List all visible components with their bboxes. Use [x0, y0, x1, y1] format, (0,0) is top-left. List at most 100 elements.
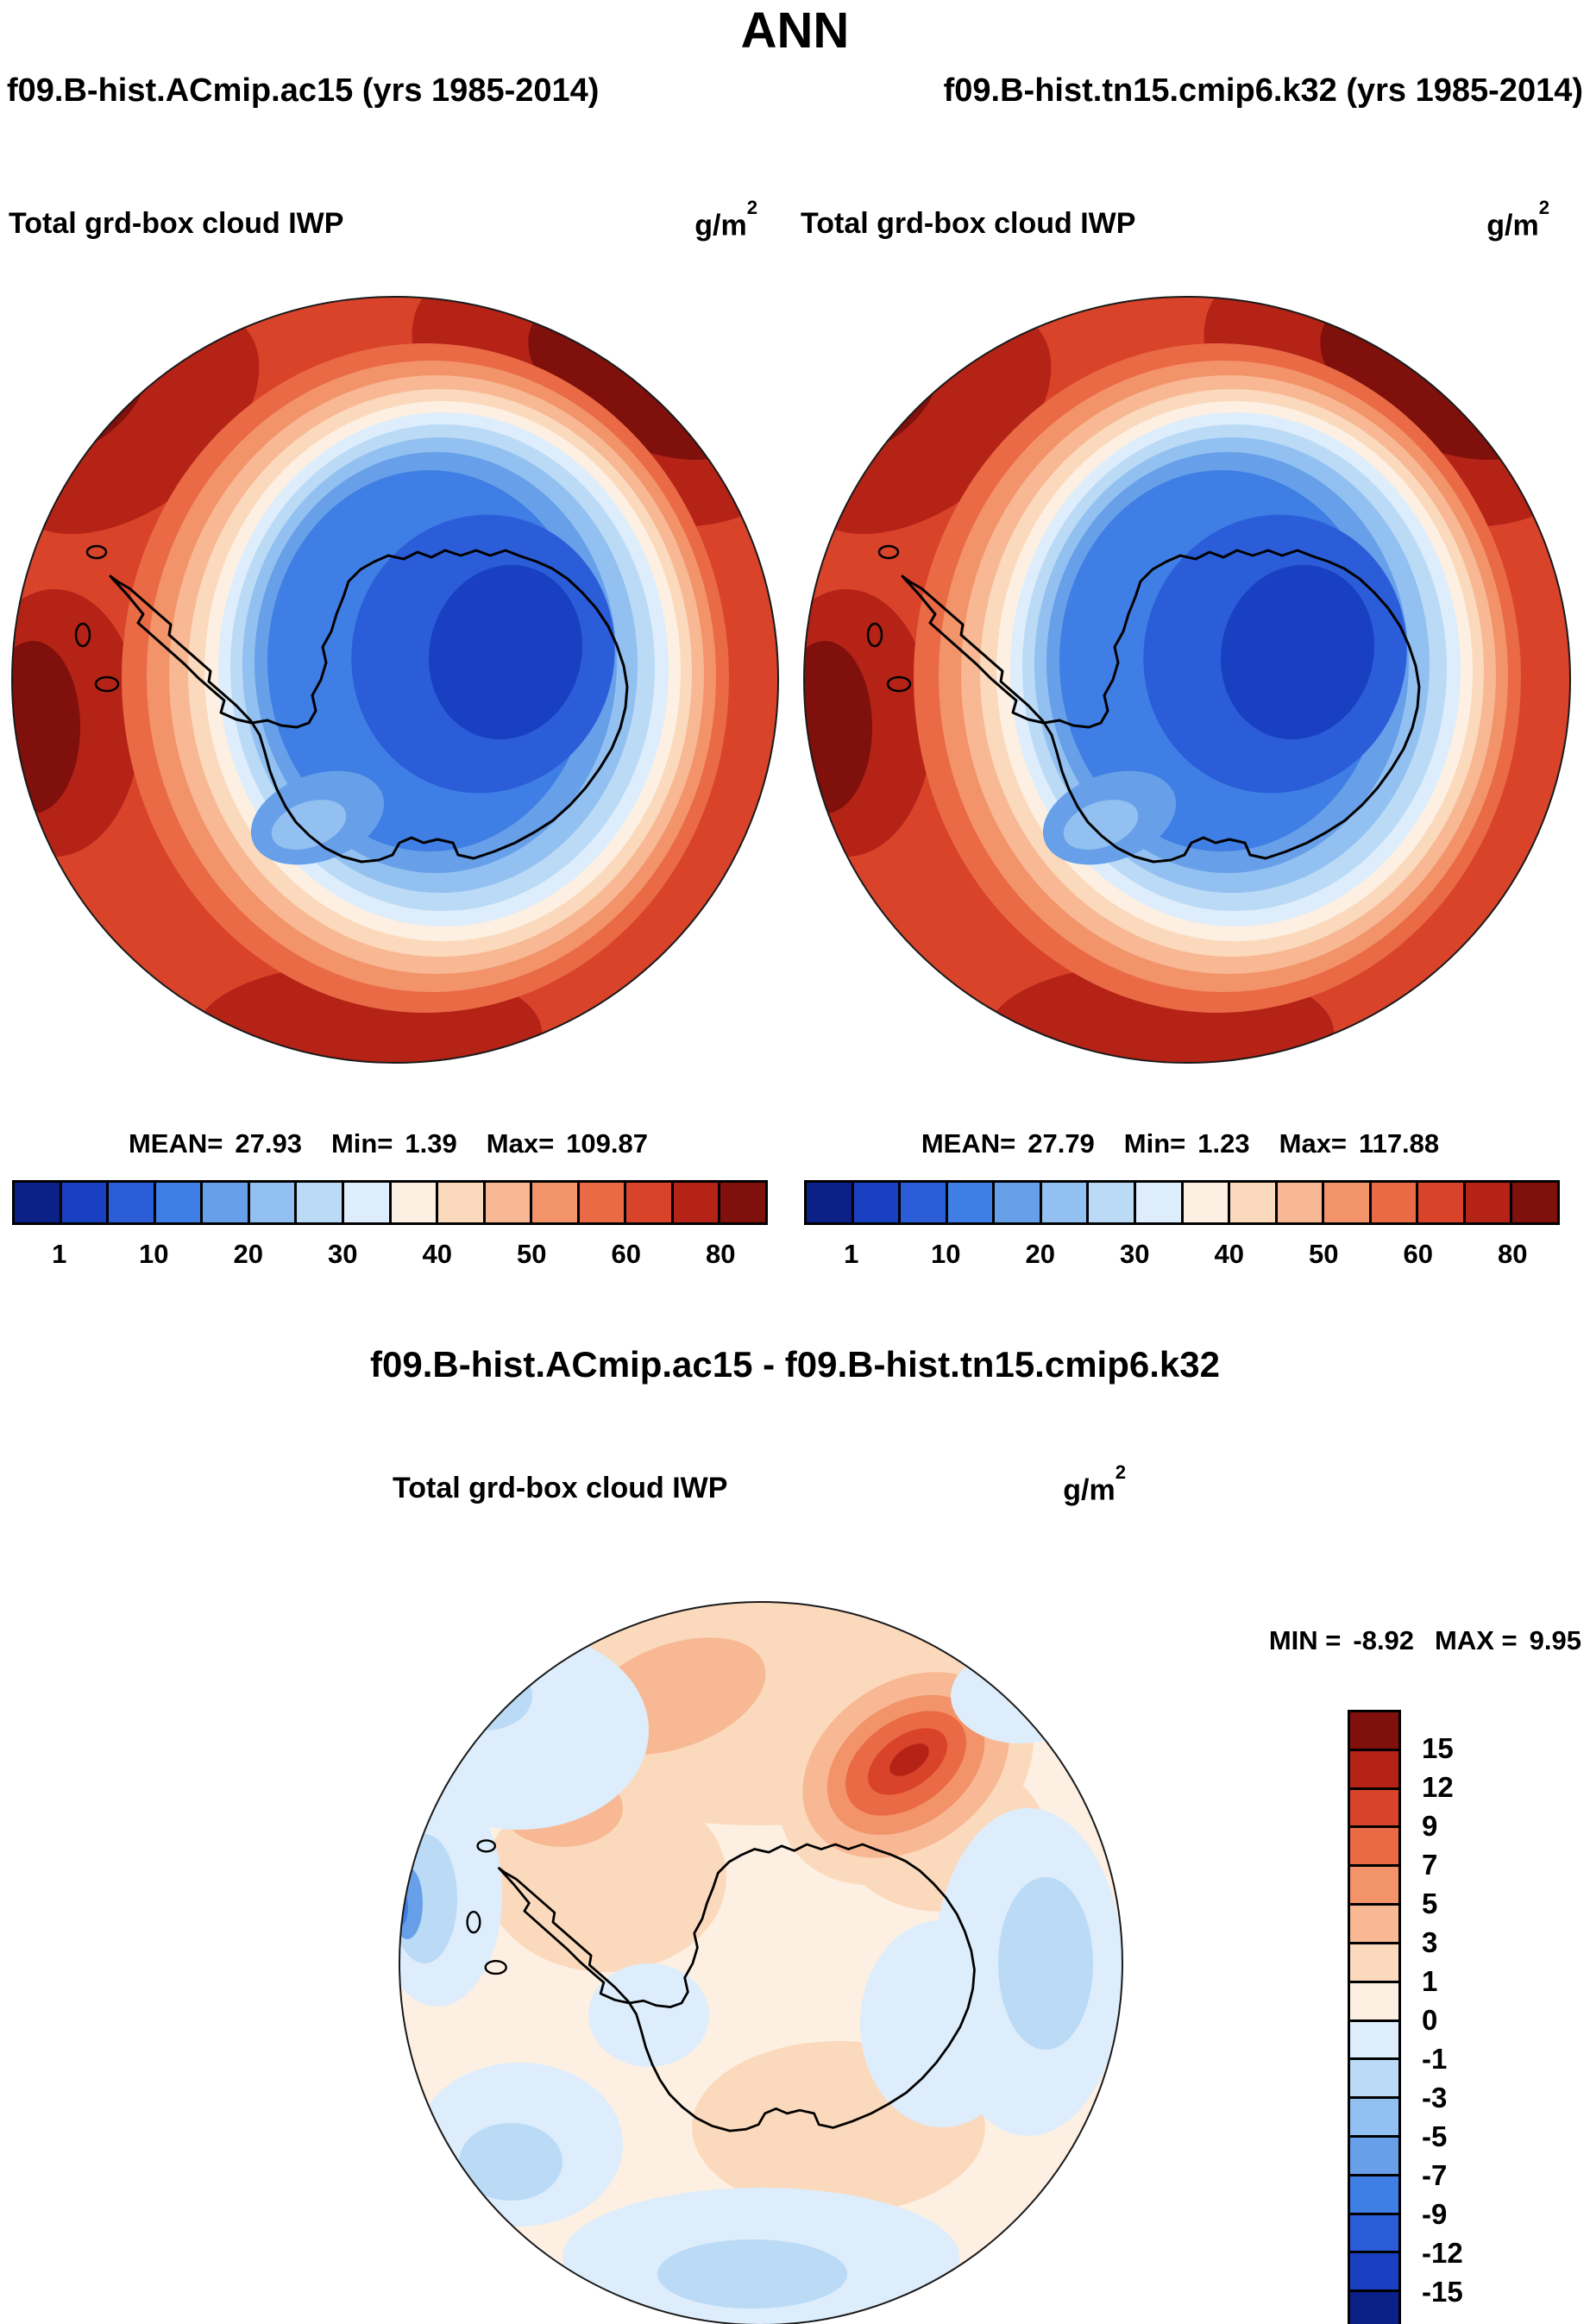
colorbar-tick-label: 15: [1422, 1732, 1454, 1764]
diff-map: [399, 1601, 1123, 2324]
colorbar-segment: [1350, 2214, 1398, 2254]
colorbar-tick-label: -1: [1422, 2043, 1448, 2075]
colorbar-segment: [626, 1183, 674, 1222]
left-field-row: Total grd-box cloud IWP g/m2: [9, 196, 757, 242]
colorbar-tick-label: -9: [1422, 2198, 1448, 2230]
colorbar-tick-label: 50: [517, 1239, 547, 1269]
colorbar-segment: [1350, 2253, 1398, 2293]
right-colorbar-ticks: 1 10 20 30 40 50 60 80: [804, 1239, 1560, 1270]
colorbar-segment: [1512, 1183, 1557, 1222]
colorbar-segment: [155, 1183, 204, 1222]
right-colorbar: [804, 1180, 1560, 1225]
colorbar-segment: [297, 1183, 344, 1222]
colorbar-tick-label: 10: [931, 1239, 961, 1269]
colorbar-segment: [1324, 1183, 1372, 1222]
colorbar-segment: [1350, 1712, 1398, 1751]
colorbar-segment: [853, 1183, 902, 1222]
colorbar-tick-label: 9: [1422, 1810, 1438, 1842]
colorbar-tick-label: 10: [139, 1239, 169, 1269]
colorbar-segment: [1350, 2176, 1398, 2215]
colorbar-tick-label: -15: [1422, 2276, 1463, 2308]
colorbar-tick-label: 1: [844, 1239, 859, 1269]
diff-colorbar-labels: 15 12 9 7 5 3 1 0 -1 -3 -5 -7 -9 -12 -15: [1422, 1733, 1463, 2308]
colorbar-segment: [438, 1183, 486, 1222]
colorbar-segment: [1465, 1183, 1513, 1222]
colorbar-segment: [1183, 1183, 1231, 1222]
colorbar-segment: [1277, 1183, 1325, 1222]
page-title: ANN: [740, 3, 850, 59]
left-map-stats: MEAN= 27.93 Min= 1.39 Max= 109.87: [128, 1128, 649, 1159]
right-map-stats: MEAN= 27.79 Min= 1.23 Max= 117.88: [921, 1128, 1440, 1159]
colorbar-segment: [1350, 2137, 1398, 2176]
colorbar-tick-label: 50: [1309, 1239, 1339, 1269]
colorbar-tick-label: 1: [52, 1239, 67, 1269]
colorbar-tick-label: 12: [1422, 1771, 1454, 1803]
colorbar-segment: [485, 1183, 533, 1222]
colorbar-segment: [1350, 1944, 1398, 1983]
colorbar-segment: [249, 1183, 298, 1222]
colorbar-segment: [579, 1183, 627, 1222]
left-field-label: Total grd-box cloud IWP: [9, 207, 344, 240]
colorbar-tick-label: 20: [233, 1239, 263, 1269]
colorbar-segment: [1350, 1982, 1398, 2022]
colorbar-segment: [1089, 1183, 1136, 1222]
colorbar-tick-label: 30: [328, 1239, 358, 1269]
colorbar-tick-label: -12: [1422, 2237, 1463, 2269]
right-units-label: g/m2: [1486, 196, 1549, 242]
colorbar-segment: [1041, 1183, 1090, 1222]
colorbar-segment: [1135, 1183, 1184, 1222]
colorbar-tick-label: -7: [1422, 2159, 1448, 2191]
left-colorbar: [12, 1180, 768, 1225]
right-case-title: f09.B-hist.tn15.cmip6.k32 (yrs 1985-2014…: [943, 72, 1583, 109]
diff-field-label: Total grd-box cloud IWP: [393, 1472, 728, 1504]
colorbar-segment: [391, 1183, 439, 1222]
colorbar-segment: [1230, 1183, 1278, 1222]
colorbar-segment: [1350, 2021, 1398, 2061]
colorbar-segment: [673, 1183, 721, 1222]
left-map: [7, 292, 783, 1068]
left-case-title: f09.B-hist.ACmip.ac15 (yrs 1985-2014): [7, 72, 600, 109]
colorbar-tick-label: 40: [422, 1239, 452, 1269]
colorbar-tick-label: 60: [1403, 1239, 1433, 1269]
antarctica-contour-map: [7, 292, 783, 1068]
colorbar-segment: [1418, 1183, 1466, 1222]
diff-contour-fills: [399, 1602, 1122, 2324]
colorbar-segment: [901, 1183, 948, 1222]
colorbar-segment: [1350, 2292, 1398, 2324]
colorbar-segment: [807, 1183, 854, 1222]
colorbar-tick-label: 80: [1498, 1239, 1528, 1269]
colorbar-tick-label: 7: [1422, 1849, 1438, 1881]
colorbar-segment: [1350, 1750, 1398, 1790]
antarctica-contour-map: [799, 292, 1575, 1068]
colorbar-segment: [109, 1183, 156, 1222]
left-units-label: g/m2: [694, 196, 757, 242]
colorbar-segment: [1350, 1828, 1398, 1868]
colorbar-tick-label: 60: [611, 1239, 641, 1269]
colorbar-segment: [15, 1183, 62, 1222]
colorbar-tick-label: 3: [1422, 1926, 1438, 1958]
colorbar-segment: [947, 1183, 996, 1222]
diff-colorbar: [1348, 1710, 1401, 2324]
colorbar-segment: [1350, 1867, 1398, 1906]
colorbar-segment: [343, 1183, 392, 1222]
colorbar-segment: [203, 1183, 250, 1222]
colorbar-tick-label: 40: [1214, 1239, 1244, 1269]
diff-units-label: g/m2: [1063, 1460, 1126, 1507]
map-outline: [399, 1601, 1123, 2324]
left-colorbar-ticks: 1 10 20 30 40 50 60 80: [12, 1239, 768, 1270]
colorbar-segment: [995, 1183, 1042, 1222]
diff-title: f09.B-hist.ACmip.ac15 - f09.B-hist.tn15.…: [370, 1344, 1220, 1385]
colorbar-segment: [61, 1183, 110, 1222]
colorbar-segment: [532, 1183, 580, 1222]
colorbar-tick-label: 20: [1025, 1239, 1055, 1269]
colorbar-tick-label: 0: [1422, 2004, 1438, 2036]
right-field-label: Total grd-box cloud IWP: [801, 207, 1136, 240]
colorbar-segment: [1350, 2060, 1398, 2100]
diff-minmax: MIN = -8.92 MAX = 9.95: [1268, 1625, 1581, 1655]
right-map: [799, 292, 1575, 1068]
colorbar-segment: [720, 1183, 765, 1222]
colorbar-segment: [1350, 1906, 1398, 1944]
colorbar-tick-label: 30: [1120, 1239, 1150, 1269]
colorbar-tick-label: 80: [706, 1239, 736, 1269]
